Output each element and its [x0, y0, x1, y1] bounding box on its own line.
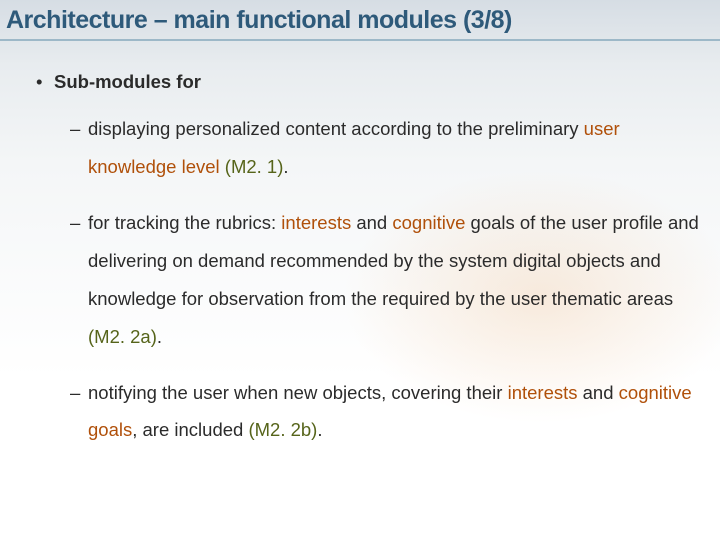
bullet-marker: • [36, 63, 54, 100]
sub-item: – notifying the user when new objects, c… [70, 374, 700, 450]
sub-item: – displaying personalized content accord… [70, 110, 700, 186]
dash-marker: – [70, 204, 88, 241]
text-run: . [157, 326, 162, 347]
module-tag: (M2. 2b) [248, 419, 317, 440]
text-run: and [578, 382, 619, 403]
highlight-term: interests [508, 382, 578, 403]
module-tag: (M2. 1) [225, 156, 284, 177]
highlight-term: interests [281, 212, 351, 233]
highlight-term: cognitive [392, 212, 465, 233]
dash-marker: – [70, 374, 88, 411]
text-run: . [317, 419, 322, 440]
dash-marker: – [70, 110, 88, 147]
text-run: , are included [132, 419, 248, 440]
main-bullet-label: Sub-modules for [54, 63, 201, 100]
sub-item: – for tracking the rubrics: interests an… [70, 204, 700, 356]
module-tag: (M2. 2a) [88, 326, 157, 347]
text-run: . [283, 156, 288, 177]
text-run: for tracking the rubrics: [88, 212, 281, 233]
sub-list: – displaying personalized content accord… [36, 110, 700, 449]
text-run: notifying the user when new objects, cov… [88, 382, 508, 403]
text-run: displaying personalized content accordin… [88, 118, 584, 139]
main-bullet: • Sub-modules for [36, 63, 700, 100]
sub-item-body: displaying personalized content accordin… [88, 110, 700, 186]
slide-content: • Sub-modules for – displaying personali… [0, 41, 720, 449]
slide-title: Architecture – main functional modules (… [0, 0, 720, 41]
sub-item-body: for tracking the rubrics: interests and … [88, 204, 700, 356]
sub-item-body: notifying the user when new objects, cov… [88, 374, 700, 450]
text-run: and [351, 212, 392, 233]
